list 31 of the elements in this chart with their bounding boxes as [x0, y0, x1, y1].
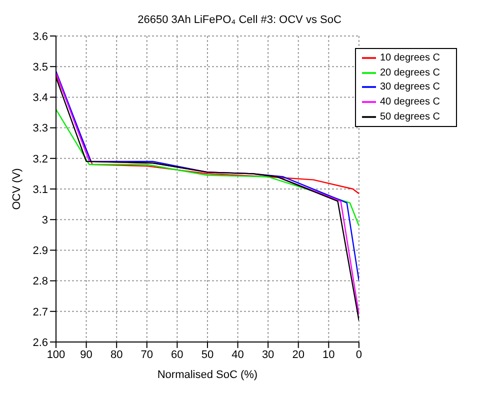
y-tick-label: 2.8	[32, 276, 48, 288]
y-tick-label: 2.9	[32, 245, 48, 258]
y-tick-label: 3.3	[32, 122, 48, 135]
y-tick-label: 3.1	[32, 184, 48, 196]
x-axis-title: Normalised SoC (%)	[157, 369, 258, 381]
x-tick-label: 70	[140, 348, 154, 361]
x-tick-label: 80	[110, 348, 123, 361]
y-tick-label: 2.7	[32, 306, 48, 318]
x-tick-label: 0	[356, 348, 362, 361]
x-tick-label: 100	[46, 348, 66, 361]
legend-label: 10 degrees C	[380, 52, 440, 64]
x-tick-label: 50	[201, 348, 214, 361]
legend-label: 50 degrees C	[380, 111, 440, 122]
y-tick-label: 3.2	[32, 153, 48, 166]
x-tick-label: 20	[292, 348, 304, 361]
x-tick-label: 10	[322, 348, 335, 361]
y-tick-label: 3.5	[32, 62, 48, 74]
x-tick-label: 30	[262, 348, 274, 361]
legend-label: 30 degrees C	[380, 82, 440, 93]
legend-label: 20 degrees C	[380, 67, 440, 78]
x-tick-label: 40	[232, 348, 244, 361]
y-tick-label: 2.6	[32, 336, 48, 349]
y-tick-label: 3.6	[32, 30, 48, 43]
chart-title: 26650 3Ah LiFePO₄ Cell #3: OCV vs SoC	[136, 14, 342, 26]
y-tick-label: 3	[42, 214, 48, 227]
legend-label: 40 degrees C	[380, 96, 440, 108]
x-tick-label: 60	[171, 348, 184, 361]
y-axis-title: OCV (V)	[10, 168, 23, 210]
x-tick-label: 90	[80, 348, 92, 361]
line-series	[56, 108, 359, 226]
y-tick-label: 3.4	[32, 92, 48, 104]
